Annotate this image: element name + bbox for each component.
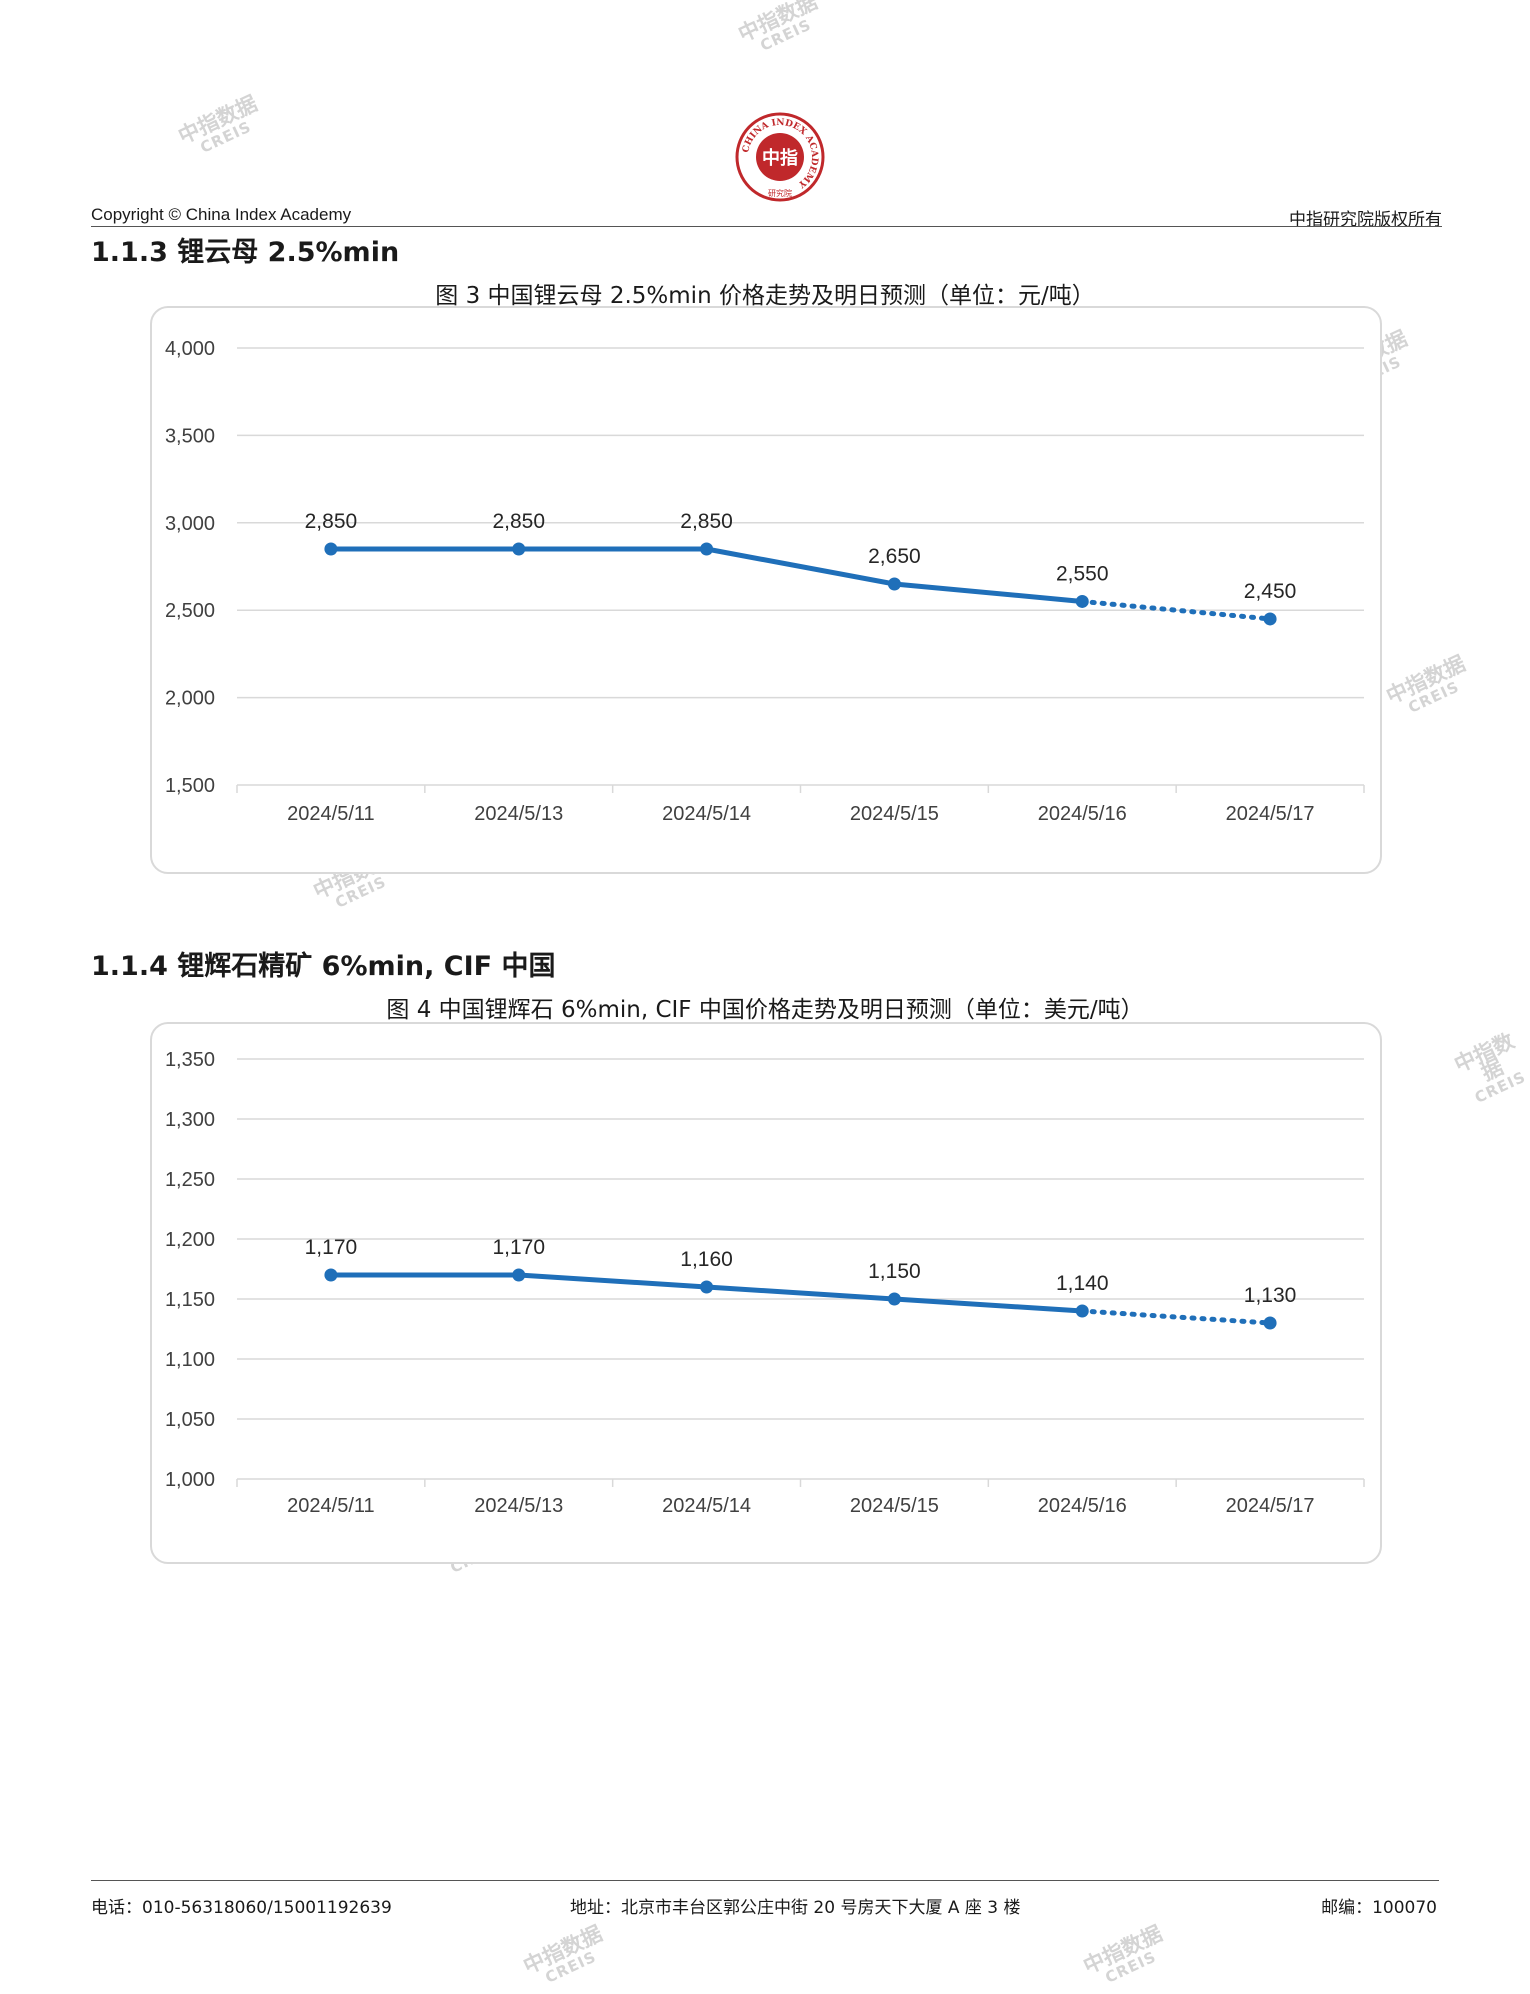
chart-1-frame: 1,500 2,000 2,500 3,000 3,500 4,000 2024/5/11 2…: [150, 306, 1382, 874]
rights-text: 中指研究院版权所有: [1289, 210, 1442, 230]
x-tick-label: 2024/5/17: [1226, 803, 1315, 825]
data-point: [324, 1268, 338, 1282]
x-tick-label: 2024/5/14: [662, 1495, 751, 1517]
data-label: 1,170: [492, 1236, 545, 1259]
x-tick-label: 2024/5/13: [474, 1495, 563, 1517]
section-heading: 1.1.3 锂云母 2.5%min: [91, 237, 400, 268]
x-tick-label: 2024/5/11: [287, 1495, 375, 1517]
x-tick-label: 2024/5/11: [287, 803, 375, 825]
data-point: [1263, 612, 1277, 626]
x-tick-label: 2024/5/13: [474, 803, 563, 825]
data-label: 1,140: [1056, 1272, 1109, 1295]
y-tick-label: 3,500: [165, 425, 215, 447]
china-index-academy-logo: CHINA INDEX ACADEMY 中指 研究院: [735, 112, 825, 202]
data-label: 1,170: [305, 1236, 358, 1259]
data-label: 2,850: [305, 510, 358, 533]
chart-1: 1,500 2,000 2,500 3,000 3,500 4,000 2024/5/11 2…: [165, 338, 1365, 825]
logo-center-text: 中指: [762, 147, 798, 169]
x-tick-label: 2024/5/16: [1038, 1495, 1127, 1517]
footer-postcode: 邮编：100070: [1321, 1898, 1437, 1918]
y-tick-label: 1,250: [165, 1169, 215, 1191]
data-label: 1,130: [1244, 1284, 1297, 1307]
data-point: [1075, 594, 1089, 608]
data-label: 2,450: [1244, 580, 1297, 603]
forecast-line: [1079, 598, 1273, 622]
y-tick-label: 4,000: [165, 338, 215, 360]
footer-address: 地址：北京市丰台区郭公庄中街 20 号房天下大厦 A 座 3 楼: [570, 1898, 1021, 1918]
x-tick-label: 2024/5/15: [850, 1495, 939, 1517]
data-point: [700, 542, 714, 556]
footer-phone: 电话：010-56318060/15001192639: [91, 1898, 392, 1918]
chart-2: 1,000 1,050 1,100 1,150 1,200 1,250 1,300 1,350…: [165, 1049, 1365, 1517]
y-tick-label: 1,350: [165, 1049, 215, 1071]
y-tick-label: 1,150: [165, 1289, 215, 1311]
data-point: [700, 1280, 714, 1294]
data-label: 1,160: [680, 1248, 733, 1271]
x-tick-label: 2024/5/15: [850, 803, 939, 825]
y-tick-label: 1,200: [165, 1229, 215, 1251]
data-point: [887, 1292, 901, 1306]
chart-caption: 图 3 中国锂云母 2.5%min 价格走势及明日预测（单位：元/吨）: [435, 283, 1095, 309]
forecast-line: [1079, 1308, 1273, 1326]
data-point: [1075, 1304, 1089, 1318]
section-heading: 1.1.4 锂辉石精矿 6%min, CIF 中国: [91, 951, 556, 982]
y-tick-label: 1,300: [165, 1109, 215, 1131]
y-tick-label: 2,000: [165, 688, 215, 710]
data-label: 1,150: [868, 1260, 921, 1283]
series-line: [328, 546, 1085, 604]
data-point: [512, 542, 526, 556]
y-tick-label: 3,000: [165, 513, 215, 535]
chart-caption: 图 4 中国锂辉石 6%min, CIF 中国价格走势及明日预测（单位：美元/吨…: [386, 997, 1144, 1023]
data-point: [887, 577, 901, 591]
data-label: 2,650: [868, 545, 921, 568]
data-point: [324, 542, 338, 556]
copyright-text: Copyright © China Index Academy: [91, 205, 352, 224]
data-label: 2,850: [680, 510, 733, 533]
data-label: 2,850: [492, 510, 545, 533]
footer-divider: [91, 1880, 1439, 1881]
data-point: [512, 1268, 526, 1282]
y-tick-label: 2,500: [165, 600, 215, 622]
data-point: [1263, 1316, 1277, 1330]
header-divider: [91, 226, 1442, 227]
y-tick-label: 1,500: [165, 775, 215, 797]
x-tick-label: 2024/5/16: [1038, 803, 1127, 825]
x-tick-label: 2024/5/17: [1226, 1495, 1315, 1517]
data-label: 2,550: [1056, 562, 1109, 585]
y-tick-label: 1,050: [165, 1409, 215, 1431]
chart-2-frame: 1,000 1,050 1,100 1,150 1,200 1,250 1,300 1,350…: [150, 1022, 1382, 1564]
logo-bottom-text: 研究院: [768, 188, 792, 198]
x-tick-label: 2024/5/14: [662, 803, 751, 825]
y-tick-label: 1,000: [165, 1469, 215, 1491]
y-tick-label: 1,100: [165, 1349, 215, 1371]
